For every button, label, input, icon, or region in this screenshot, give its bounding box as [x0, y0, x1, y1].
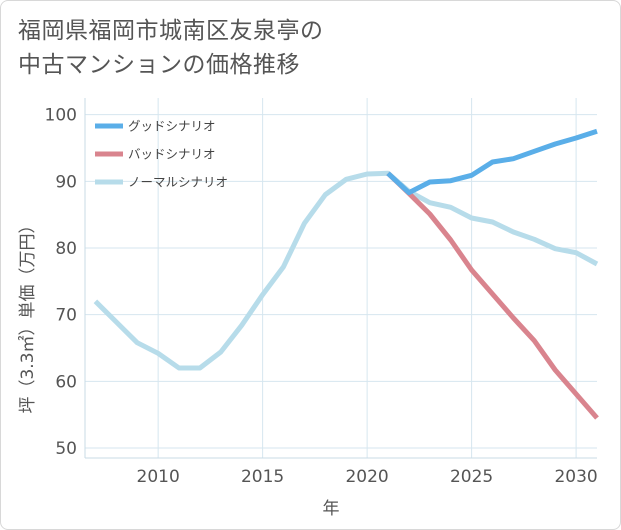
legend-label-0: グッドシナリオ	[128, 119, 216, 134]
grid	[85, 98, 597, 458]
y-tick-label: 50	[55, 439, 77, 459]
x-tick-label: 2025	[450, 467, 493, 487]
x-tick-label: 2020	[345, 467, 388, 487]
y-tick-label: 60	[55, 372, 77, 392]
legend-label-1: バッドシナリオ	[128, 147, 216, 162]
chart-title: 福岡県福岡市城南区友泉亭の 中古マンションの価格推移	[18, 14, 324, 82]
x-tick-label: 2030	[554, 467, 597, 487]
series-line-0	[386, 128, 598, 196]
chart-title-line-1: 福岡県福岡市城南区友泉亭の	[18, 18, 324, 44]
x-axis-label: 年	[323, 499, 340, 519]
y-tick-label: 90	[55, 172, 77, 192]
x-tick-label: 2015	[241, 467, 284, 487]
y-tick-label: 70	[55, 306, 77, 326]
series-lines	[93, 128, 599, 420]
legend-label-2: ノーマルシナリオ	[128, 175, 228, 190]
y-axis-label: 坪（3.3㎡）単価（万円）	[18, 216, 38, 413]
y-tick-label: 100	[45, 106, 77, 126]
axes: 50 60 70 80 90 100 2010 2015 2020 2025 2030	[45, 98, 598, 487]
chart-title-line-2: 中古マンションの価格推移	[18, 52, 300, 78]
series-line-1	[386, 171, 599, 420]
series-line-2	[93, 170, 599, 371]
x-tick-label: 2010	[137, 467, 180, 487]
y-tick-label: 80	[55, 239, 77, 259]
